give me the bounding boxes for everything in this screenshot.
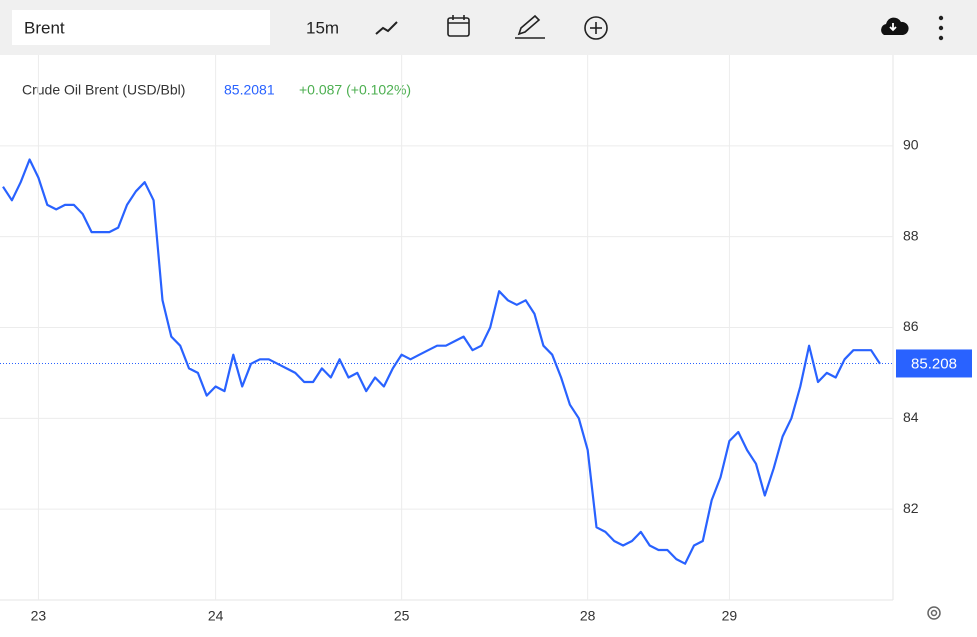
- x-tick-label: 25: [394, 608, 410, 624]
- add-icon[interactable]: [584, 16, 608, 40]
- last-value-label: 85.208: [911, 355, 957, 372]
- symbol-text: Brent: [24, 18, 65, 37]
- x-tick-label: 29: [722, 608, 738, 624]
- calendar-icon[interactable]: [447, 15, 470, 37]
- chart-title: Crude Oil Brent (USD/Bbl): [22, 82, 185, 98]
- menu-icon[interactable]: [938, 15, 944, 41]
- chart-type-icon[interactable]: [375, 21, 398, 35]
- symbol-search[interactable]: [12, 10, 270, 45]
- y-tick-label: 88: [903, 227, 919, 243]
- draw-icon[interactable]: [515, 14, 545, 39]
- x-tick-label: 28: [580, 608, 596, 624]
- y-tick-label: 90: [903, 137, 919, 153]
- download-icon[interactable]: [881, 17, 909, 35]
- price-line: [2, 158, 881, 565]
- settings-icon[interactable]: [927, 606, 941, 620]
- price-change: +0.087 (+0.102%): [299, 82, 411, 98]
- x-tick-label: 24: [208, 608, 224, 624]
- y-tick-label: 84: [903, 409, 919, 425]
- y-tick-label: 86: [903, 318, 919, 334]
- x-tick-label: 23: [31, 608, 47, 624]
- y-tick-label: 82: [903, 500, 919, 516]
- last-value-box: [896, 349, 972, 378]
- last-price: 85.2081: [224, 82, 275, 98]
- interval-button[interactable]: 15m: [306, 18, 339, 37]
